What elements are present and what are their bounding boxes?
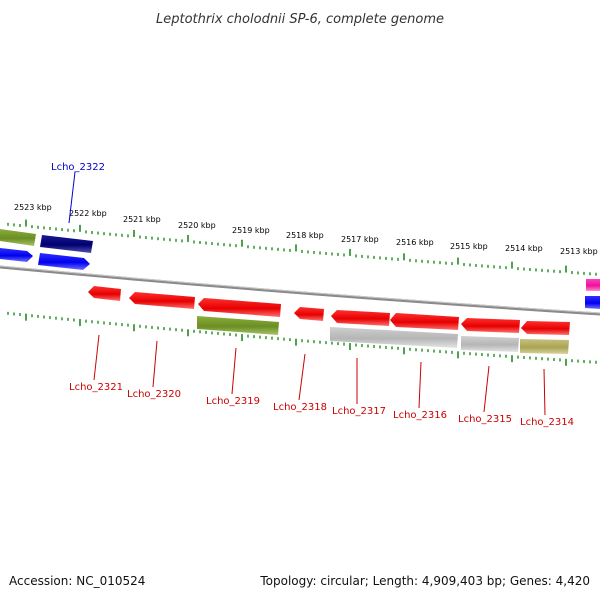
map-title: Leptothrix cholodnii SP-6, complete geno… xyxy=(156,12,444,27)
gene-label-lcho-2320[interactable]: Lcho_2320 xyxy=(127,389,181,400)
gene-arrow-lcho-2317[interactable] xyxy=(331,310,390,326)
gene-arrow-lcho-2322[interactable] xyxy=(40,235,93,253)
leader-line xyxy=(483,365,490,413)
label-leaders xyxy=(68,171,546,416)
kbp-labels: 2523 kbp 2522 kbp 2521 kbp 2520 kbp 2519… xyxy=(14,203,598,256)
genome-backbone xyxy=(0,265,600,316)
gene-arrow[interactable] xyxy=(461,336,519,352)
gene-label-lcho-2321[interactable]: Lcho_2321 xyxy=(69,382,123,393)
scale-ticks-lower xyxy=(7,311,597,366)
genome-summary-text: Topology: circular; Length: 4,909,403 bp… xyxy=(260,574,590,588)
gene-arrow[interactable] xyxy=(330,327,458,348)
kbp-label: 2515 kbp xyxy=(450,242,488,251)
gene-labels: Lcho_2322 Lcho_2321 Lcho_2320 Lcho_2319 … xyxy=(51,162,574,428)
gene-arrow[interactable] xyxy=(38,253,90,270)
gene-label-lcho-2322[interactable]: Lcho_2322 xyxy=(51,162,105,173)
gene-label-lcho-2319[interactable]: Lcho_2319 xyxy=(206,396,260,407)
gene-label-lcho-2316[interactable]: Lcho_2316 xyxy=(393,410,447,421)
leader-line xyxy=(93,334,100,381)
kbp-label: 2519 kbp xyxy=(232,226,270,235)
kbp-label: 2514 kbp xyxy=(505,244,543,253)
kbp-label: 2522 kbp xyxy=(69,209,107,218)
gene-arrow[interactable] xyxy=(585,296,600,309)
gene-label-lcho-2314[interactable]: Lcho_2314 xyxy=(520,417,574,428)
gene-arrow[interactable] xyxy=(520,339,569,354)
gene-arrow-lcho-2316[interactable] xyxy=(390,313,459,330)
gene-arrow-lcho-2319[interactable] xyxy=(198,298,281,317)
upper-strand-genes xyxy=(0,229,600,309)
gene-arrow-lcho-2315[interactable] xyxy=(461,318,520,333)
gene-label-lcho-2318[interactable]: Lcho_2318 xyxy=(273,402,327,413)
leader-line xyxy=(152,340,158,388)
leader-line xyxy=(418,361,422,409)
kbp-label: 2521 kbp xyxy=(123,215,161,224)
kbp-label: 2520 kbp xyxy=(178,221,216,230)
gene-label-lcho-2315[interactable]: Lcho_2315 xyxy=(458,414,512,425)
gene-arrow[interactable] xyxy=(197,316,279,335)
lower-strand-genes xyxy=(88,286,570,354)
kbp-label: 2513 kbp xyxy=(560,247,598,256)
kbp-label: 2523 kbp xyxy=(14,203,52,212)
leader-line xyxy=(68,171,76,224)
leader-line xyxy=(543,368,546,416)
scale-ticks-upper xyxy=(7,219,597,276)
kbp-label: 2517 kbp xyxy=(341,235,379,244)
gene-arrow[interactable] xyxy=(0,248,33,262)
gene-arrow[interactable] xyxy=(586,279,600,291)
kbp-label: 2516 kbp xyxy=(396,238,434,247)
genome-backbone-highlight xyxy=(0,265,600,314)
kbp-label: 2518 kbp xyxy=(286,231,324,240)
gene-arrow-lcho-2321[interactable] xyxy=(88,286,121,301)
gene-arrow-lcho-2314[interactable] xyxy=(521,321,570,335)
accession-text: Accession: NC_010524 xyxy=(9,574,146,588)
gene-arrow-lcho-2320[interactable] xyxy=(129,292,195,309)
leader-line xyxy=(298,353,306,401)
gene-label-lcho-2317[interactable]: Lcho_2317 xyxy=(332,406,386,417)
leader-line xyxy=(231,347,237,395)
gene-arrow-lcho-2318[interactable] xyxy=(294,307,324,321)
gene-arrow[interactable] xyxy=(0,229,36,246)
